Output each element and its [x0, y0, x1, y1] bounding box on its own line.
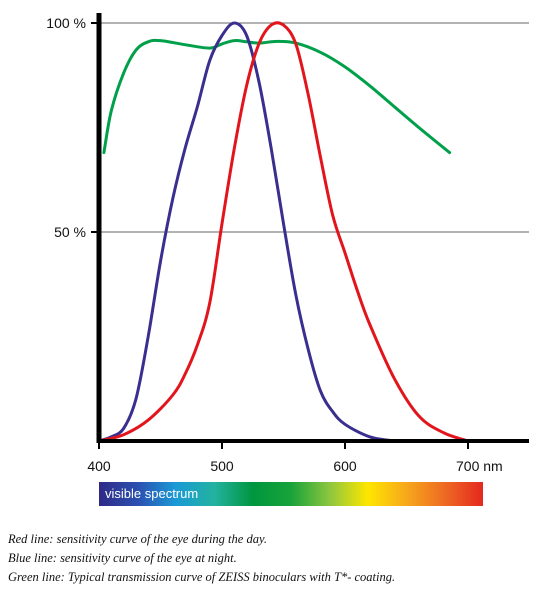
y-tick-label-50: 50 % — [54, 224, 86, 240]
caption-red-line: Red line: sensitivity curve of the eye d… — [8, 532, 267, 546]
spectrum-bar-fill — [99, 482, 483, 506]
x-tick-label-700: 700 nm — [456, 458, 503, 474]
y-axis-ticks: 50 % 100 % — [46, 15, 99, 240]
x-tick-label-400: 400 — [87, 458, 111, 474]
grid-lines — [99, 22, 529, 233]
x-tick-label-600: 600 — [333, 458, 357, 474]
blue-line — [97, 21, 396, 443]
y-tick-label-100: 100 % — [46, 15, 86, 31]
x-axis-ticks: 400 500 600 700 nm — [87, 441, 503, 474]
chart-captions: Red line: sensitivity curve of the eye d… — [8, 530, 543, 587]
series-lines — [97, 21, 470, 443]
red-line — [97, 21, 470, 443]
x-tick-label-500: 500 — [210, 458, 234, 474]
spectrum-bar: visible spectrum — [99, 482, 483, 506]
caption-blue-line: Blue line: sensitivity curve of the eye … — [8, 551, 237, 565]
caption-green-line: Green line: Typical transmission curve o… — [8, 570, 396, 584]
green-line — [102, 38, 452, 155]
spectrum-bar-label: visible spectrum — [105, 486, 198, 501]
